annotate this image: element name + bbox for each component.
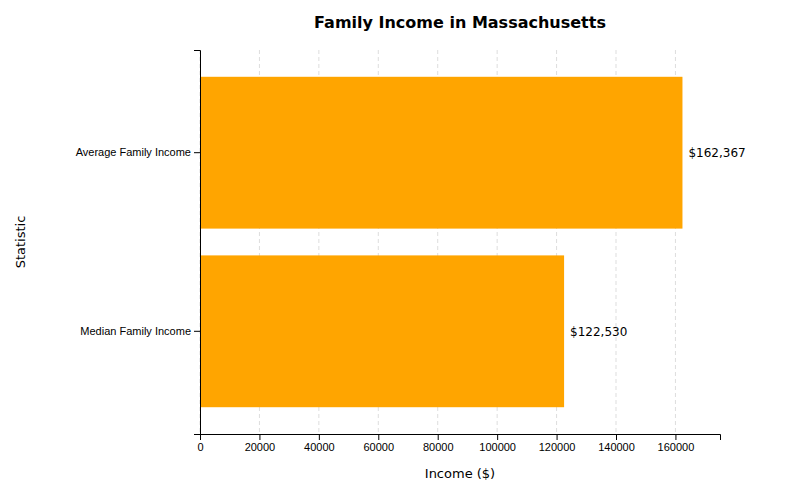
title: Family Income in Massachusetts: [314, 13, 606, 32]
x-tick: 60000: [363, 434, 394, 453]
x-tick-mark: [616, 434, 617, 440]
y-tick-label: Median Family Income: [80, 325, 191, 337]
data-labels: $122,530 $162,367: [570, 146, 746, 339]
x-tick-mark: [497, 434, 498, 440]
x-tick-label: 100000: [479, 441, 516, 453]
x-tick-label: 40000: [304, 441, 335, 453]
y-tick: Median Family Income: [80, 325, 200, 337]
x-tick-mark: [259, 434, 260, 440]
x-axis-line: [201, 435, 721, 441]
bar: [200, 255, 564, 407]
y-tick-label: Average Family Income: [76, 146, 191, 158]
x-tick-mark: [675, 434, 676, 440]
x-axis-title: Income ($): [425, 466, 495, 481]
x-tick: 140000: [598, 434, 635, 453]
x-tick-label: 60000: [363, 441, 394, 453]
bars: [200, 77, 682, 407]
x-tick-mark: [378, 434, 379, 440]
x-tick-label: 140000: [598, 441, 635, 453]
plot: $122,530 $162,367 0 20000 40000 60000 80000 100…: [76, 50, 746, 453]
x-tick: 120000: [539, 434, 576, 453]
x-tick-label: 160000: [658, 441, 695, 453]
x-tick-mark: [319, 434, 320, 440]
y-tick-mark: [194, 152, 200, 153]
chart: $122,530 $162,367 0 20000 40000 60000 80000 100…: [0, 0, 800, 494]
x-tick-mark: [438, 434, 439, 440]
x-tick-label: 0: [197, 441, 203, 453]
y-axis-title: Statistic: [13, 216, 28, 269]
x-axis: 0 20000 40000 60000 80000 100000 120000 140000 1…: [197, 434, 720, 453]
x-tick: 0: [197, 434, 203, 453]
x-tick: 20000: [245, 434, 276, 453]
bar: [200, 77, 682, 229]
x-tick: 100000: [479, 434, 516, 453]
data-label: $122,530: [570, 325, 627, 339]
x-tick: 80000: [423, 434, 454, 453]
x-tick-label: 20000: [245, 441, 276, 453]
x-tick: 40000: [304, 434, 335, 453]
y-tick: Average Family Income: [76, 146, 200, 158]
y-tick-mark: [194, 331, 200, 332]
y-axis-line: [194, 51, 201, 435]
x-tick: 160000: [658, 434, 695, 453]
data-label: $162,367: [688, 146, 745, 160]
x-tick-mark: [557, 434, 558, 440]
y-axis: Average Family Income Median Family Incom…: [76, 51, 201, 435]
x-tick-label: 120000: [539, 441, 576, 453]
x-tick-label: 80000: [423, 441, 454, 453]
